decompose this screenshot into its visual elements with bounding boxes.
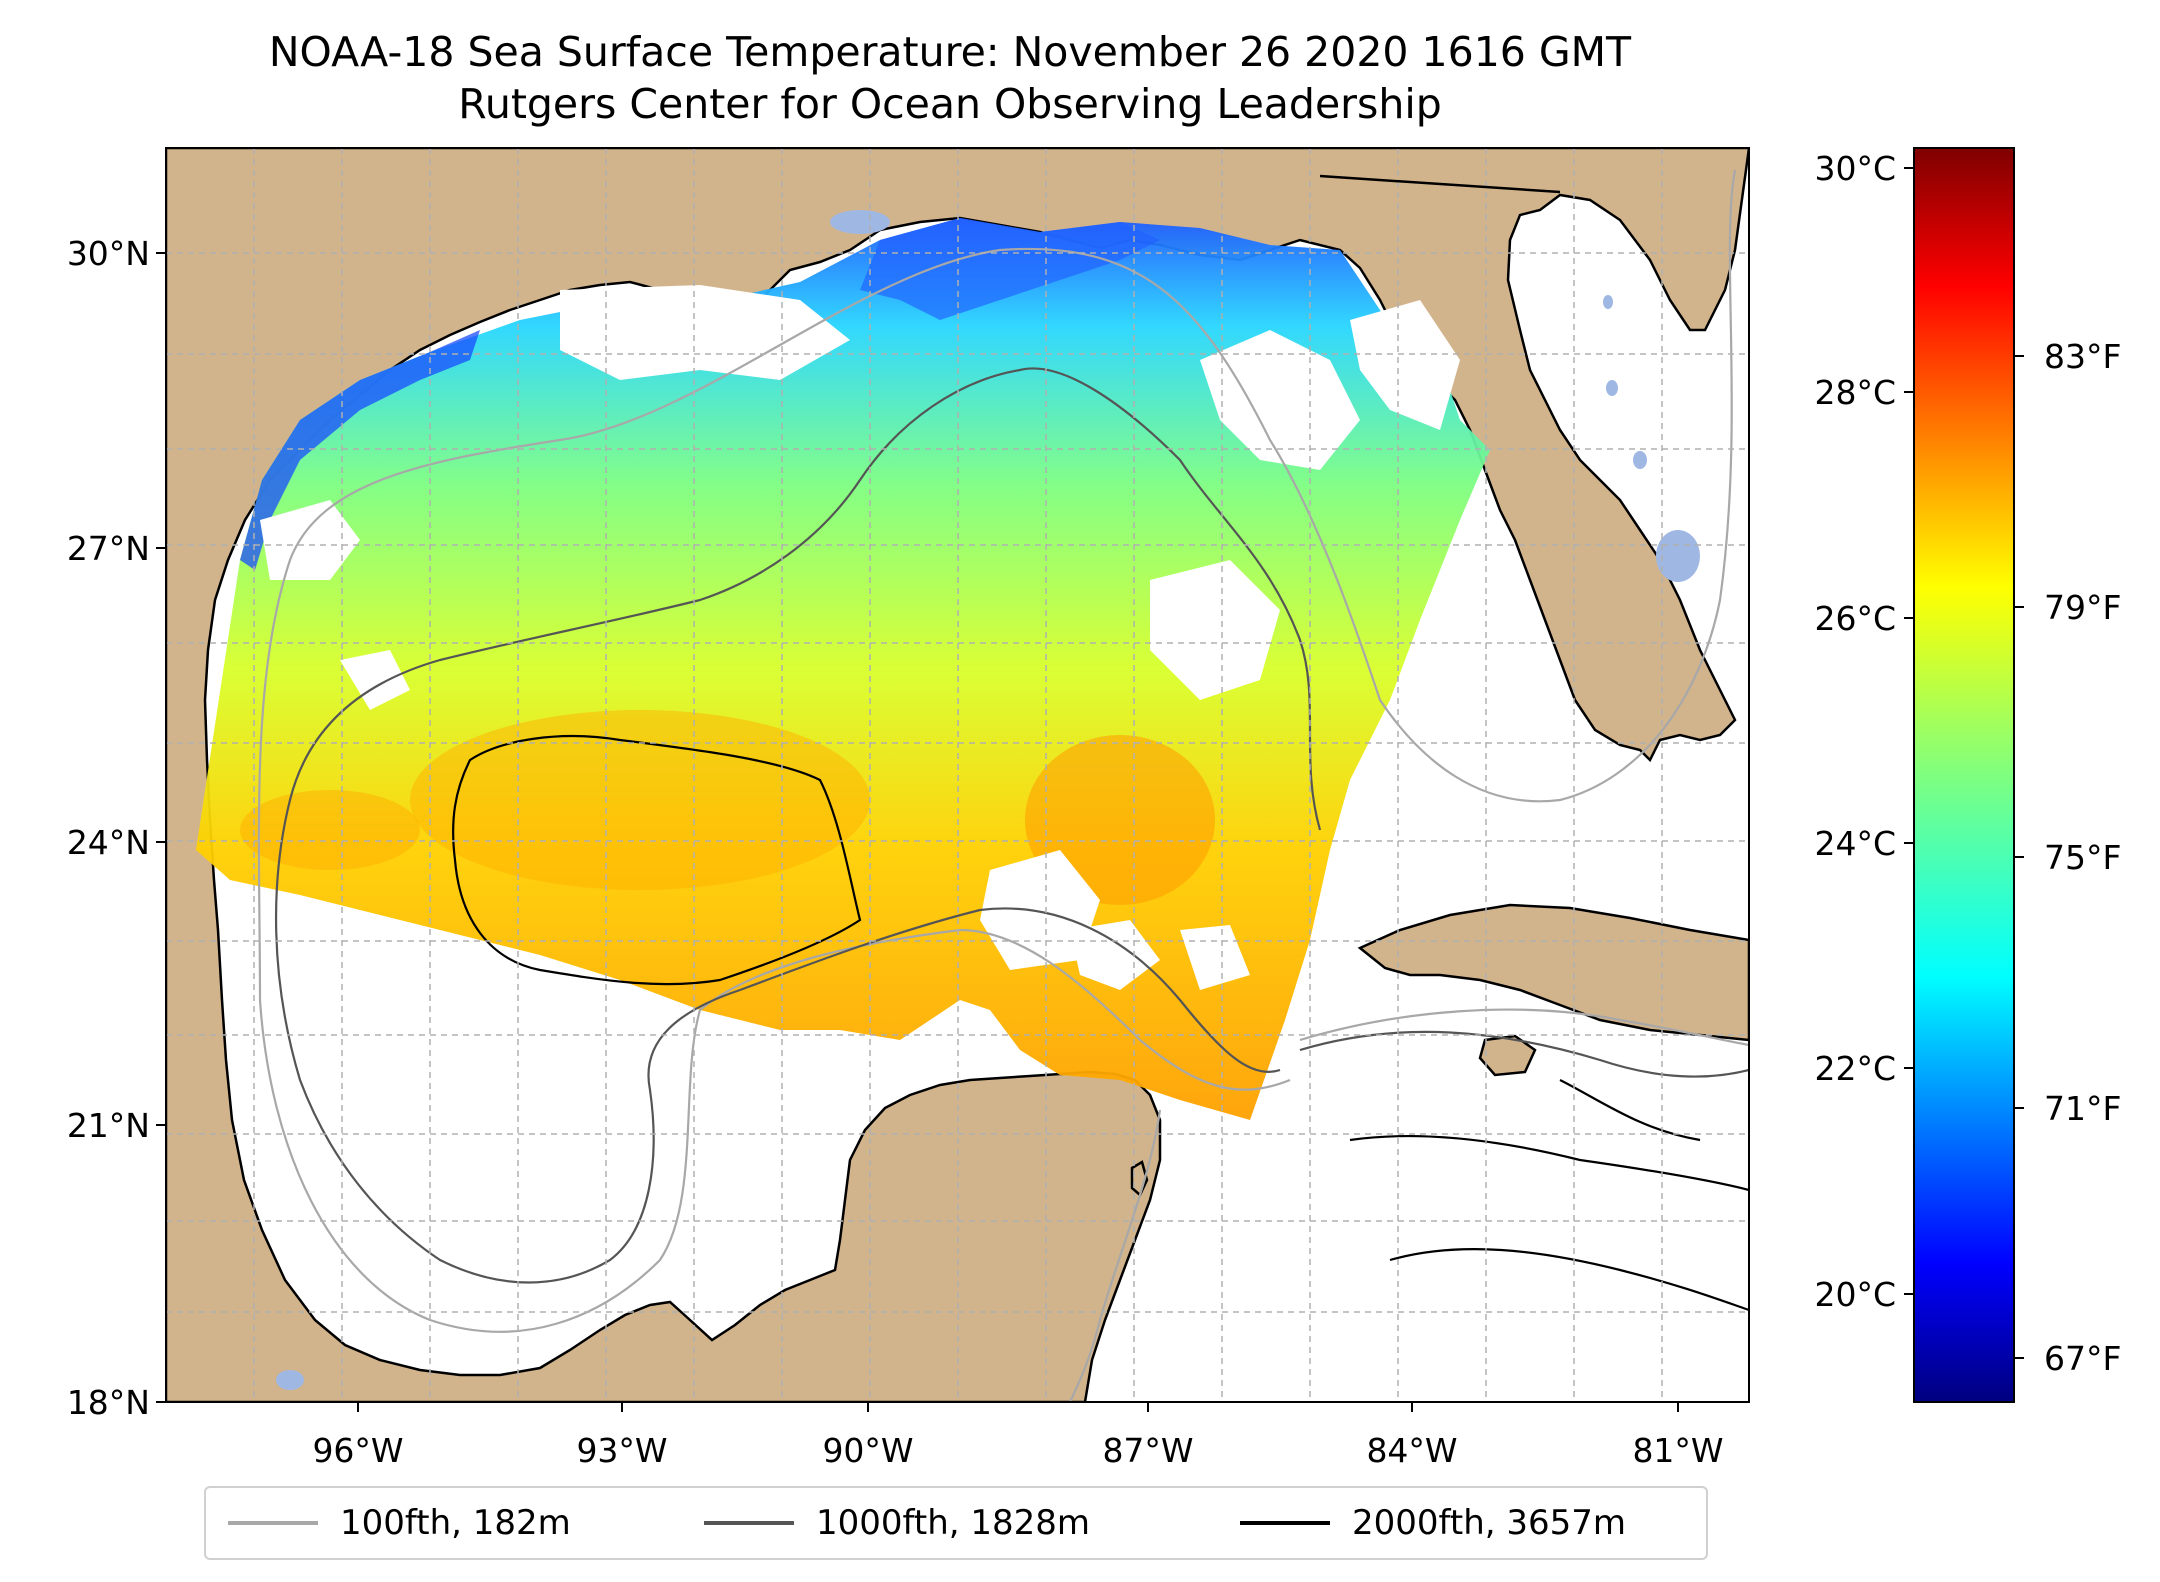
- legend-line-2000fth: [1240, 1521, 1330, 1525]
- lat-label-27n: 27°N: [67, 529, 150, 568]
- lake-pontchartrain: [830, 210, 890, 234]
- contour-1000fth: [274, 367, 1749, 1284]
- lon-labels: 96°W 93°W 90°W 87°W 84°W 81°W: [312, 1431, 1723, 1470]
- celsius-label-26: 26°C: [1814, 599, 1896, 638]
- legend-label-100fth: 100fth, 182m: [340, 1503, 571, 1543]
- lon-label-84w: 84°W: [1366, 1431, 1457, 1470]
- celsius-label-30: 30°C: [1814, 149, 1896, 188]
- lat-ticks: [156, 252, 166, 1403]
- lake-florida-1: [1633, 451, 1647, 469]
- cloud-gaps: [260, 285, 1460, 990]
- chart-title: NOAA-18 Sea Surface Temperature: Novembe…: [268, 28, 1632, 76]
- fahrenheit-label-83: 83°F: [2044, 337, 2121, 376]
- celsius-label-20: 20°C: [1814, 1275, 1896, 1314]
- lake-florida-3: [1603, 295, 1613, 309]
- fahrenheit-label-67: 67°F: [2044, 1339, 2121, 1378]
- legend-label-2000fth: 2000fth, 3657m: [1352, 1503, 1627, 1543]
- colorbar-fahrenheit-ticks: [2014, 355, 2024, 1359]
- map-frame: [165, 147, 1750, 1403]
- land-isla-juventud: [1478, 1034, 1537, 1077]
- lon-label-81w: 81°W: [1632, 1431, 1723, 1470]
- colorbar-fahrenheit-labels: 83°F 79°F 75°F 71°F 67°F: [2044, 337, 2121, 1378]
- lat-label-18n: 18°N: [67, 1383, 150, 1422]
- celsius-label-22: 22°C: [1814, 1049, 1896, 1088]
- colorbar-celsius-ticks: [1904, 167, 1914, 1295]
- lat-label-30n: 30°N: [67, 234, 150, 273]
- lake-florida-2: [1606, 380, 1618, 396]
- lat-label-21n: 21°N: [67, 1106, 150, 1145]
- legend-item-1000fth: 1000fth, 1828m: [704, 1488, 1090, 1558]
- chart-subtitle: Rutgers Center for Ocean Observing Leade…: [458, 80, 1442, 128]
- lon-label-90w: 90°W: [822, 1431, 913, 1470]
- celsius-label-28: 28°C: [1814, 373, 1896, 412]
- celsius-label-24: 24°C: [1814, 824, 1896, 863]
- contour-legend: 100fth, 182m 1000fth, 1828m 2000fth, 365…: [204, 1486, 1708, 1560]
- lake-mexico: [276, 1370, 304, 1390]
- lakes: [276, 210, 1700, 1390]
- lon-ticks: [357, 1402, 1679, 1412]
- legend-label-1000fth: 1000fth, 1828m: [816, 1503, 1091, 1543]
- colorbar-celsius-labels: 30°C 28°C 26°C 24°C 22°C 20°C: [1814, 149, 1896, 1314]
- fahrenheit-label-71: 71°F: [2044, 1089, 2121, 1128]
- fahrenheit-label-79: 79°F: [2044, 588, 2121, 627]
- legend-line-100fth: [228, 1521, 318, 1525]
- state-border: [1319, 174, 1561, 194]
- colorbar: [1913, 147, 2015, 1403]
- fahrenheit-label-75: 75°F: [2044, 838, 2121, 877]
- lon-label-93w: 93°W: [576, 1431, 667, 1470]
- contour-100fth: [257, 169, 1749, 1402]
- lat-label-24n: 24°N: [67, 823, 150, 862]
- gridlines: [166, 148, 1749, 1402]
- lon-label-96w: 96°W: [312, 1431, 403, 1470]
- lake-okeechobee: [1656, 530, 1700, 582]
- legend-item-2000fth: 2000fth, 3657m: [1240, 1488, 1626, 1558]
- lon-label-87w: 87°W: [1102, 1431, 1193, 1470]
- legend-item-100fth: 100fth, 182m: [228, 1488, 571, 1558]
- lat-labels: 30°N 27°N 24°N 21°N 18°N: [67, 234, 150, 1422]
- legend-line-1000fth: [704, 1521, 794, 1525]
